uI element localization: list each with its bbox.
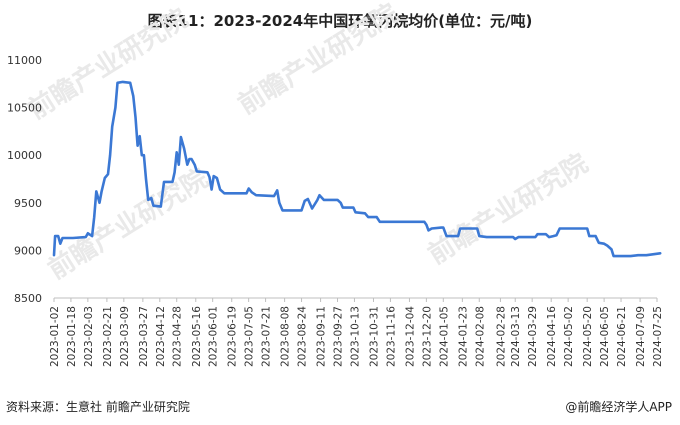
x-tick-label: 2023-02-21	[102, 306, 114, 367]
x-tick-label: 2023-06-19	[227, 306, 239, 367]
x-tick-label: 2023-11-16	[385, 306, 397, 367]
x-tick-label: 2023-03-09	[119, 306, 131, 367]
x-tick-label: 2023-08-08	[280, 306, 292, 367]
x-tick-label: 2024-03-13	[510, 306, 522, 367]
x-tick-label: 2024-01-23	[457, 306, 469, 367]
x-tick-label: 2023-03-27	[138, 306, 150, 367]
y-tick-label: 10500	[7, 102, 42, 115]
source-note: 资料来源：生意社 前瞻产业研究院	[6, 400, 190, 414]
y-tick-label: 11000	[7, 54, 42, 67]
x-tick-label: 2023-05-16	[191, 306, 203, 367]
y-tick-label: 10000	[7, 149, 42, 162]
x-tick-label: 2023-12-04	[404, 306, 416, 367]
x-tick-label: 2023-02-03	[83, 306, 95, 367]
x-tick-label: 2023-04-12	[155, 306, 167, 367]
x-tick-label: 2024-07-09	[635, 306, 647, 367]
x-tick-label: 2023-06-01	[208, 306, 220, 367]
x-tick-label: 2024-01-05	[438, 306, 450, 367]
x-tick-label: 2023-08-24	[297, 306, 309, 367]
x-tick-label: 2024-03-29	[527, 306, 539, 367]
x-tick-label: 2023-09-27	[333, 306, 345, 367]
x-tick-label: 2023-01-18	[66, 306, 78, 367]
x-tick-label: 2023-07-21	[261, 306, 273, 367]
y-tick-label: 8500	[14, 292, 42, 305]
x-tick-label: 2023-01-02	[49, 306, 61, 367]
x-tick-label: 2024-02-28	[495, 306, 507, 367]
x-tick-label: 2023-10-31	[368, 306, 380, 367]
x-tick-label: 2023-04-28	[172, 306, 184, 367]
brand-label: @前瞻经济学人APP	[565, 400, 672, 414]
x-tick-label: 2023-07-05	[244, 306, 256, 367]
x-tick-label: 2023-12-20	[421, 306, 433, 367]
x-tick-label: 2024-05-02	[563, 306, 575, 367]
y-tick-label: 9000	[14, 244, 42, 257]
x-tick-label: 2023-09-11	[316, 306, 328, 367]
x-tick-label: 2023-10-13	[349, 306, 361, 367]
chart-title: 图表11：2023-2024年中国环氧丙烷均价(单位：元/吨)	[147, 12, 533, 30]
x-tick-label: 2024-06-21	[616, 306, 628, 367]
y-tick-label: 9500	[14, 197, 42, 210]
line-chart: 8500 9000 9500 10000 10500 11000 2023-01-02 202…	[7, 54, 664, 367]
x-tick-label: 2024-04-16	[546, 306, 558, 367]
x-tick-label: 2024-05-20	[582, 306, 594, 367]
x-tick-label: 2024-07-25	[652, 306, 664, 367]
x-tick-label: 2024-06-05	[599, 306, 611, 367]
price-series-line	[52, 80, 662, 258]
x-tick-label: 2024-02-08	[474, 306, 486, 367]
